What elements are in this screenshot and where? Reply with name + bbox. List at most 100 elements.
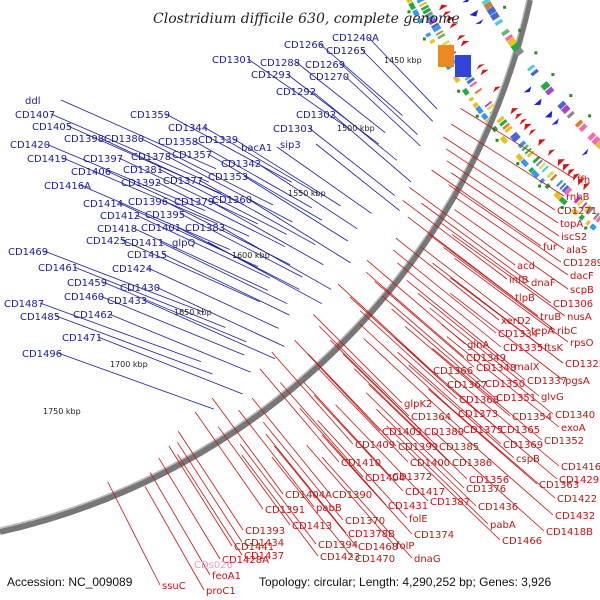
- gene-label[interactable]: pabB: [316, 503, 342, 514]
- gene-label[interactable]: CD1375: [463, 425, 503, 436]
- gene-label[interactable]: glvG: [541, 392, 564, 403]
- rna-gene-label[interactable]: CDs026: [194, 560, 233, 571]
- gene-label[interactable]: alaS: [566, 245, 587, 256]
- gene-label[interactable]: infB: [509, 275, 529, 286]
- gene-label[interactable]: CD1377: [163, 176, 203, 187]
- gene-label[interactable]: CD1379: [174, 197, 214, 208]
- gene-label[interactable]: feoA1: [212, 571, 241, 582]
- gene-label[interactable]: pabA: [490, 520, 516, 531]
- gene-label[interactable]: xerD2: [501, 316, 531, 327]
- gene-label[interactable]: CD1303: [273, 124, 313, 135]
- gene-label[interactable]: CD1357: [172, 150, 212, 161]
- gene-label[interactable]: pgsA: [565, 376, 590, 387]
- gene-label[interactable]: nusA: [567, 312, 592, 323]
- gene-label[interactable]: CD1306: [553, 299, 593, 310]
- gene-label[interactable]: CD1342: [221, 159, 261, 170]
- gene-label[interactable]: CD1293: [251, 70, 291, 81]
- gene-label[interactable]: CD1423: [320, 552, 360, 563]
- gene-label[interactable]: CD1462: [73, 310, 113, 321]
- gene-label[interactable]: ftsK: [544, 343, 563, 354]
- gene-label[interactable]: CD1390: [332, 490, 372, 501]
- gene-label[interactable]: CD1360: [212, 195, 252, 206]
- gene-label[interactable]: CD1270: [309, 72, 349, 83]
- gene-label[interactable]: glpQ: [172, 238, 195, 249]
- gene-label[interactable]: CD1416: [561, 462, 600, 473]
- gene-label[interactable]: CD1411: [124, 238, 164, 249]
- gene-label[interactable]: CD1436: [478, 502, 518, 513]
- gene-label[interactable]: CD1301: [212, 55, 252, 66]
- gene-label[interactable]: CD1418: [97, 224, 137, 235]
- gene-label[interactable]: CD1368: [459, 395, 499, 406]
- gene-label[interactable]: CD1366: [433, 366, 473, 377]
- gene-label[interactable]: CD1413: [292, 521, 332, 532]
- gene-label[interactable]: CD1350: [485, 379, 525, 390]
- gene-label[interactable]: exoA: [561, 423, 586, 434]
- gene-label[interactable]: ddl: [25, 96, 40, 107]
- gene-label[interactable]: bacA1: [241, 143, 272, 154]
- gene-label[interactable]: CD1425: [86, 236, 126, 247]
- gene-label[interactable]: CD1459: [67, 278, 107, 289]
- gene-label[interactable]: CD1271: [557, 206, 597, 217]
- gene-label[interactable]: CD1397: [83, 154, 123, 165]
- gene-label[interactable]: sip3: [280, 140, 301, 151]
- gene-label[interactable]: CD1349: [466, 353, 506, 364]
- gene-label[interactable]: ffh: [577, 175, 590, 186]
- gene-label[interactable]: CD1466: [502, 536, 542, 547]
- gene-label[interactable]: CD1429: [559, 475, 599, 486]
- gene-label[interactable]: CD1335: [503, 343, 543, 354]
- gene-label[interactable]: CD1424: [112, 264, 152, 275]
- gene-label[interactable]: dnaF: [531, 278, 556, 289]
- gene-label[interactable]: CD1433: [107, 296, 147, 307]
- gene-label[interactable]: CD1403: [382, 427, 422, 438]
- gene-label[interactable]: CD1396: [128, 197, 168, 208]
- gene-label[interactable]: CD1383: [185, 223, 225, 234]
- gene-label[interactable]: acd: [517, 261, 535, 272]
- gene-label[interactable]: CD1470: [355, 554, 395, 565]
- gene-label[interactable]: CD1369: [503, 440, 543, 451]
- gene-label[interactable]: CD1487: [4, 299, 44, 310]
- gene-label[interactable]: CD1468: [358, 542, 398, 553]
- gene-label[interactable]: iscS2: [561, 232, 587, 243]
- gene-label[interactable]: CD1359: [130, 110, 170, 121]
- gene-label[interactable]: fur: [543, 242, 558, 253]
- gene-label[interactable]: CD1392: [121, 178, 161, 189]
- gene-label[interactable]: tlpB: [515, 293, 535, 304]
- gene-label[interactable]: CD1395: [145, 210, 185, 221]
- gene-label[interactable]: CD1430: [120, 283, 160, 294]
- gene-label[interactable]: CD1414: [83, 199, 123, 210]
- gene-label[interactable]: CD1378B: [348, 529, 395, 540]
- gene-label[interactable]: CD1461: [38, 263, 78, 274]
- gene-label[interactable]: CD1385: [439, 442, 479, 453]
- gene-label[interactable]: CD1398: [64, 134, 104, 145]
- gene-label[interactable]: truB: [540, 312, 561, 323]
- gene-label[interactable]: CD1351: [496, 393, 536, 404]
- gene-label[interactable]: CD1400: [410, 458, 450, 469]
- gene-label[interactable]: ribC: [557, 326, 577, 337]
- gene-label[interactable]: CD1496: [22, 349, 62, 360]
- gene-label[interactable]: CD1420: [10, 140, 50, 151]
- gene-label[interactable]: CD1373: [458, 409, 498, 420]
- gene-label[interactable]: CD1269: [305, 60, 345, 71]
- gene-label[interactable]: CD1353: [208, 172, 248, 183]
- gene-label[interactable]: glpK2: [404, 399, 432, 410]
- gene-label[interactable]: CD1485: [20, 312, 60, 323]
- gene-label[interactable]: rnhB: [566, 192, 590, 203]
- gene-label[interactable]: CD1431: [388, 501, 428, 512]
- gene-label[interactable]: CD1376: [466, 484, 506, 495]
- gene-label[interactable]: CD1265: [326, 46, 366, 57]
- gene-label[interactable]: topA: [560, 219, 583, 230]
- gene-label[interactable]: CD1363: [539, 480, 579, 491]
- gene-label[interactable]: CD1394: [318, 540, 358, 551]
- gene-label[interactable]: CD1340: [555, 410, 595, 421]
- gene-label[interactable]: CD1367: [447, 380, 487, 391]
- gene-label[interactable]: CD1405: [32, 122, 72, 133]
- gene-label[interactable]: CD1372: [392, 472, 432, 483]
- gene-label[interactable]: CD1240A: [332, 33, 379, 44]
- gene-label[interactable]: CD1337: [527, 376, 567, 387]
- gene-label[interactable]: CD1354: [512, 412, 552, 423]
- gene-label[interactable]: cspB: [516, 454, 540, 465]
- gene-label[interactable]: CD1339: [198, 135, 238, 146]
- gene-label[interactable]: CD1302: [296, 110, 336, 121]
- gene-label[interactable]: CD1387: [430, 497, 470, 508]
- gene-label[interactable]: CD1401: [141, 223, 181, 234]
